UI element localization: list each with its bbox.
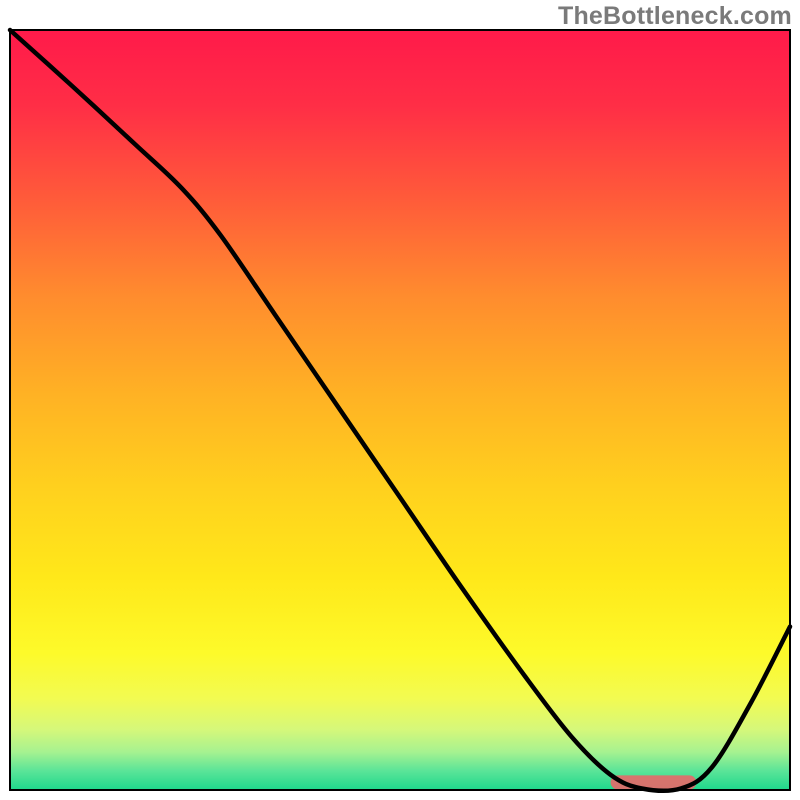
bottleneck-chart-container: TheBottleneck.com xyxy=(0,0,800,800)
chart-gradient-background xyxy=(10,30,790,790)
bottleneck-chart xyxy=(0,0,800,800)
